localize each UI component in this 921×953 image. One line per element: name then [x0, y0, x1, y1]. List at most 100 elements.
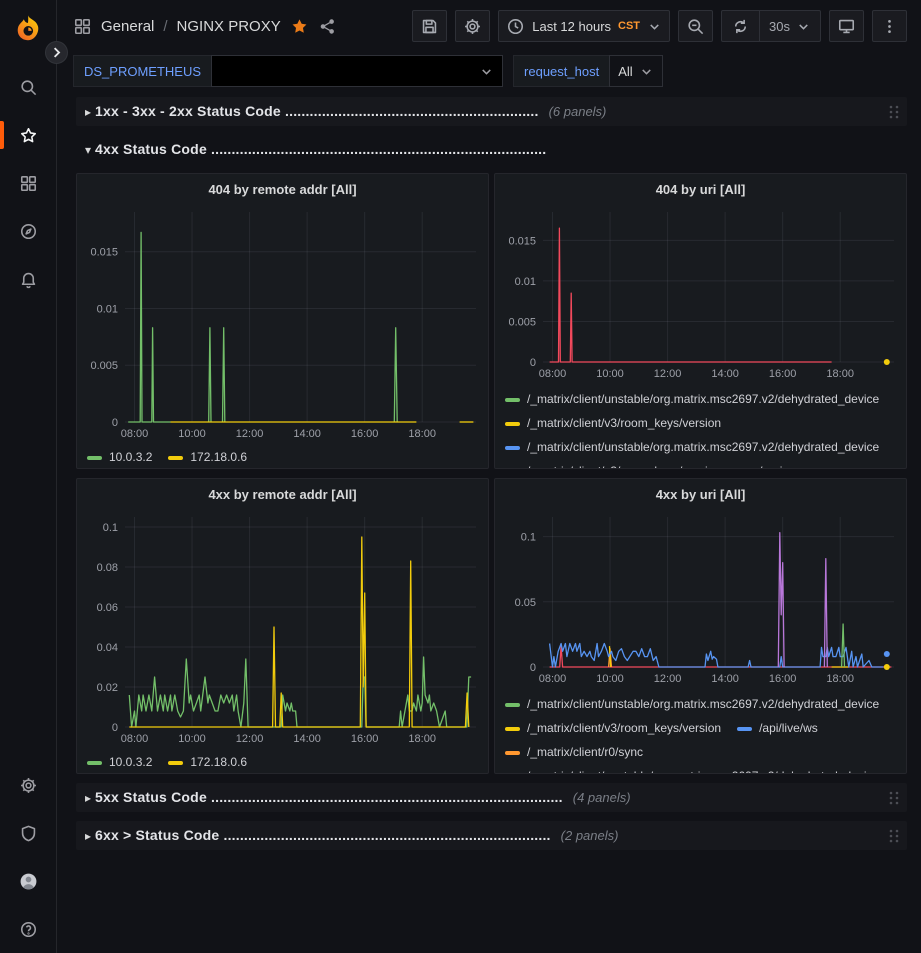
- request-host-select[interactable]: All: [609, 55, 663, 87]
- breadcrumb-dashboard-title[interactable]: NGINX PROXY: [176, 17, 281, 35]
- svg-text:0.04: 0.04: [97, 642, 118, 654]
- refresh-interval-select[interactable]: 30s: [760, 11, 820, 41]
- svg-text:0.02: 0.02: [97, 682, 118, 694]
- svg-text:10:00: 10:00: [178, 733, 206, 745]
- row-expand-chevron: ▾: [84, 142, 92, 157]
- svg-text:14:00: 14:00: [293, 428, 321, 440]
- drag-handle-icon[interactable]: [887, 828, 901, 844]
- shield-icon: [21, 825, 35, 841]
- panel-title: 4xx by uri [All]: [655, 486, 746, 502]
- kebab-menu-button[interactable]: [872, 10, 907, 42]
- share-icon[interactable]: [318, 17, 337, 36]
- svg-text:14:00: 14:00: [711, 368, 739, 380]
- legend-label: /_matrix/client/v3/room_keys/version: [527, 462, 721, 468]
- legend-swatch: [505, 445, 520, 450]
- svg-text:0.015: 0.015: [508, 235, 536, 247]
- legend-label: /_matrix/client/unstable/org.matrix.msc2…: [527, 767, 879, 773]
- legend-item[interactable]: /_matrix/client/v3/room_keys/version: [505, 414, 721, 433]
- legend-swatch: [87, 760, 102, 765]
- legend-item[interactable]: /api/live/ws: [737, 719, 818, 738]
- legend-item[interactable]: /_matrix/client/unstable/org.matrix.msc2…: [505, 695, 879, 714]
- monitor-icon: [838, 19, 855, 33]
- legend-label: 172.18.0.6: [190, 755, 248, 769]
- breadcrumb-folder[interactable]: General: [101, 17, 155, 35]
- tv-mode-button[interactable]: [829, 10, 864, 42]
- gear-icon: [465, 18, 481, 34]
- panel-legend: 10.0.3.2 172.18.0.6: [77, 447, 488, 468]
- legend-item[interactable]: /_matrix/client/unstable/org.matrix.msc2…: [505, 390, 879, 409]
- legend-item[interactable]: /_matrix/client/v3/room_keys/version: [505, 719, 721, 738]
- legend-item[interactable]: /sw.js: [737, 462, 788, 468]
- variable-request-host: request_host All: [513, 55, 663, 87]
- request-host-value: All: [618, 63, 633, 79]
- panel-header[interactable]: 4xx by remote addr [All]: [77, 479, 488, 509]
- time-range-label: Last 12 hours: [532, 18, 612, 34]
- sidebar-item-dashboards[interactable]: [0, 159, 57, 207]
- legend-item[interactable]: 172.18.0.6: [168, 448, 247, 467]
- sidebar-item-search[interactable]: [0, 63, 57, 111]
- row-title: 1xx - 3xx - 2xx Status Code ............…: [95, 102, 539, 119]
- sidebar-item-starred[interactable]: [0, 111, 57, 159]
- star-outline-icon: [20, 127, 36, 142]
- sidebar-item-explore[interactable]: [0, 207, 57, 255]
- row-collapse-chevron: ▸: [84, 828, 92, 843]
- panel-header[interactable]: 404 by uri [All]: [495, 174, 906, 204]
- svg-text:0.06: 0.06: [97, 602, 118, 614]
- zoom-out-icon: [688, 18, 704, 34]
- sidebar-item-help[interactable]: [0, 905, 57, 953]
- row-6xx[interactable]: ▸ 6xx > Status Code ....................…: [76, 821, 907, 850]
- legend-item[interactable]: /_matrix/client/v3/room_keys/version: [505, 462, 721, 468]
- panel-title: 404 by remote addr [All]: [208, 181, 357, 197]
- legend-item[interactable]: /_matrix/client/r0/sync: [505, 743, 643, 762]
- row-collapse-chevron: ▸: [84, 790, 92, 805]
- svg-text:10:00: 10:00: [178, 428, 206, 440]
- legend-item[interactable]: 10.0.3.2: [87, 753, 152, 772]
- dashboard-settings-button[interactable]: [455, 10, 491, 42]
- datasource-select[interactable]: [211, 55, 504, 87]
- row-4xx[interactable]: ▾ 4xx Status Code ......................…: [76, 135, 907, 164]
- gear-icon: [20, 777, 36, 793]
- sidebar-item-configuration[interactable]: [0, 761, 57, 809]
- legend-label: /api/live/ws: [759, 721, 818, 735]
- sidebar-item-server-admin[interactable]: [0, 809, 57, 857]
- time-range-picker[interactable]: Last 12 hours CST: [498, 10, 671, 42]
- row-panel-count: (4 panels): [572, 790, 631, 805]
- panel-header[interactable]: 404 by remote addr [All]: [77, 174, 488, 204]
- drag-handle-icon[interactable]: [887, 790, 901, 806]
- legend-label: /_matrix/client/unstable/org.matrix.msc2…: [527, 392, 880, 406]
- legend-item[interactable]: 172.18.0.6: [168, 753, 247, 772]
- drag-handle-icon[interactable]: [887, 104, 901, 120]
- panel-header[interactable]: 4xx by uri [All]: [495, 479, 906, 509]
- legend-item[interactable]: /_matrix/client/unstable/org.matrix.msc2…: [505, 438, 879, 457]
- svg-text:0.08: 0.08: [97, 562, 118, 574]
- panel-404-by-uri: 404 by uri [All] 08:00 10:00 12:00 14:00 16:…: [494, 173, 907, 469]
- refresh-button[interactable]: [722, 11, 759, 41]
- svg-text:14:00: 14:00: [293, 733, 321, 745]
- svg-text:08:00: 08:00: [539, 368, 567, 380]
- expand-sidebar-button[interactable]: [45, 41, 68, 64]
- main-area: General / NGINX PROXY Last 12 hours CST: [57, 0, 921, 953]
- sidebar-item-profile[interactable]: [0, 857, 57, 905]
- favorite-star-icon[interactable]: [290, 17, 309, 36]
- row-panel-count: (2 panels): [560, 828, 619, 843]
- zoom-out-button[interactable]: [678, 10, 714, 42]
- breadcrumb: General / NGINX PROXY: [73, 17, 337, 36]
- legend-item[interactable]: 10.0.3.2: [87, 448, 152, 467]
- kebab-icon: [888, 19, 891, 33]
- legend-swatch: [168, 455, 184, 460]
- timeseries-chart: 08:00 10:00 12:00 14:00 16:00 18:00 0 0.005 0.01…: [495, 204, 906, 387]
- row-1xx-3xx-2xx[interactable]: ▸ 1xx - 3xx - 2xx Status Code ..........…: [76, 97, 907, 126]
- save-dashboard-button[interactable]: [412, 10, 448, 42]
- panel-title: 4xx by remote addr [All]: [208, 486, 357, 502]
- row-5xx[interactable]: ▸ 5xx Status Code ......................…: [76, 783, 907, 812]
- refresh-icon: [734, 19, 747, 33]
- nav-actions: Last 12 hours CST 30s: [412, 10, 907, 42]
- legend-item[interactable]: /_matrix/client/unstable/org.matrix.msc2…: [505, 767, 879, 773]
- chevron-down-icon: [799, 23, 808, 30]
- timeseries-chart: 08:00 10:00 12:00 14:00 16:00 18:00 0 0.02 0.04 0…: [77, 509, 488, 752]
- svg-text:18:00: 18:00: [408, 733, 436, 745]
- sidebar-item-alerting[interactable]: [0, 255, 57, 303]
- svg-text:0.005: 0.005: [508, 316, 536, 328]
- grafana-logo-icon[interactable]: [11, 13, 45, 47]
